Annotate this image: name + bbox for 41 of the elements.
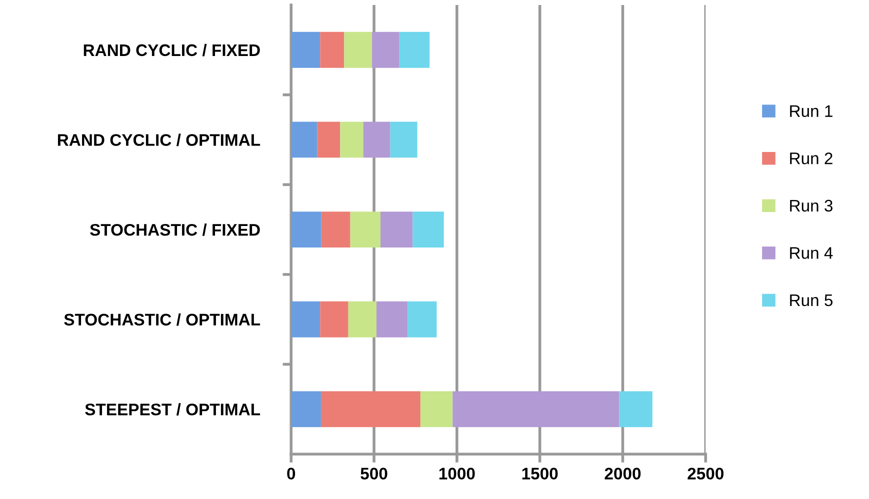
legend-label: Run 1 [790, 105, 832, 118]
y-tick-label: STOCHASTIC / FIXED [90, 224, 260, 236]
bar [291, 212, 322, 248]
bar [619, 391, 652, 428]
bar [408, 301, 437, 338]
bar [348, 301, 377, 338]
bar [291, 122, 318, 158]
bar [363, 122, 390, 158]
y-tick-label: RAND CYCLIC / FIXED [84, 44, 260, 56]
x-tick-label: 1500 [522, 468, 558, 480]
y-tick-label: RAND CYCLIC / OPTIMAL [58, 134, 260, 146]
bar [344, 32, 372, 68]
bar [380, 212, 413, 248]
legend-label: Run 2 [790, 152, 832, 164]
bar [420, 391, 453, 428]
bar [320, 391, 420, 428]
y-tick-label: STEEPEST / OPTIMAL [85, 403, 260, 416]
y-tick-label: STOCHASTIC / OPTIMAL [64, 313, 260, 326]
bar [291, 301, 320, 338]
x-tick-label: 0 [287, 468, 296, 480]
bar [350, 212, 380, 248]
bar [390, 122, 418, 158]
bar [320, 32, 344, 68]
bar [317, 122, 340, 158]
legend-label: Run 4 [790, 247, 833, 259]
bar [372, 32, 400, 68]
x-tick-label: 500 [360, 468, 388, 480]
bar [376, 301, 408, 338]
bar [320, 301, 348, 338]
x-tick-label: 1000 [439, 468, 475, 480]
x-tick-label: 2500 [688, 468, 724, 480]
bar [340, 122, 364, 158]
bar [412, 212, 444, 248]
bar [321, 212, 350, 248]
legend-label: Run 3 [790, 200, 832, 212]
bar [291, 32, 320, 68]
bar [452, 391, 620, 428]
bar [399, 32, 430, 68]
bar [291, 391, 321, 428]
x-tick-label: 2000 [604, 468, 641, 480]
legend-label: Run 5 [790, 294, 833, 306]
